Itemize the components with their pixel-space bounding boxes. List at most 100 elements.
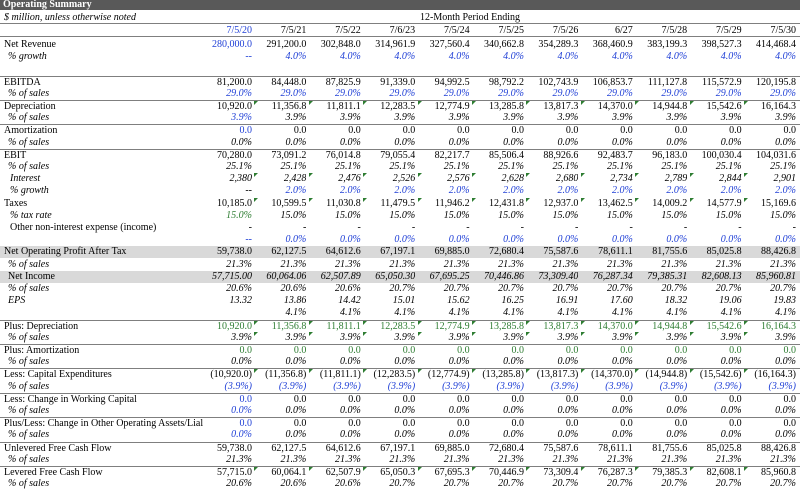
table-cell[interactable]: 0.0 [511,125,525,137]
table-cell[interactable]: 2.0% [611,185,633,197]
table-cell[interactable]: 0.0% [557,356,579,368]
table-cell[interactable]: 11,030.8 [326,197,361,209]
table-cell[interactable]: 87,825.9 [325,76,361,88]
table-cell[interactable]: 15.0% [498,209,524,221]
table-cell[interactable]: 29.0% [334,87,361,99]
table-cell[interactable]: 85,960.8 [761,467,796,478]
table-cell[interactable]: 2.0% [666,185,688,197]
table-cell[interactable]: 0.0% [394,405,416,416]
table-cell[interactable]: 78,611.1 [598,442,633,454]
table-cell[interactable]: 16,164.3 [761,101,796,112]
table-cell[interactable]: 57,715.00 [212,270,252,282]
table-cell[interactable]: 4.0% [285,51,307,63]
table-cell[interactable]: 60,064.06 [266,270,307,282]
table-cell[interactable]: 0.0% [720,429,742,441]
table-cell[interactable]: 106,853.7 [592,76,633,88]
table-cell[interactable]: 21.3% [661,453,688,465]
table-cell[interactable]: 88,426.8 [761,246,796,258]
table-cell[interactable]: 67,197.1 [380,442,416,454]
table-cell[interactable]: 10,920.0 [217,320,252,332]
table-cell[interactable]: 13.32 [229,295,253,307]
table-cell[interactable]: 0.0 [783,345,797,356]
table-cell[interactable]: (15,542.6) [699,369,742,381]
table-cell[interactable]: 0.0 [348,393,361,405]
table-cell[interactable]: 0.0 [729,418,742,430]
table-cell[interactable]: 0.0% [775,429,796,441]
table-cell[interactable]: 0.0 [457,125,470,137]
table-cell[interactable]: 64,612.6 [325,246,361,258]
table-cell[interactable]: 0.0 [620,393,633,405]
table-cell[interactable]: 20.7% [715,283,742,294]
table-cell[interactable]: 0.0% [557,405,579,416]
table-cell[interactable]: 15.01 [392,295,416,307]
table-cell[interactable]: 0.0 [565,345,579,356]
table-cell[interactable]: 3.9% [666,112,688,124]
table-cell[interactable]: 2,789 [664,173,688,185]
table-cell[interactable]: 15.0% [715,209,742,221]
table-cell[interactable]: 4.0% [775,51,796,63]
table-cell[interactable]: 21.3% [226,258,252,270]
table-cell[interactable]: 0.0 [348,125,361,137]
table-cell[interactable]: 2,380 [229,173,253,185]
table-cell[interactable]: 3.9% [720,331,742,343]
table-cell[interactable]: 20.7% [498,283,524,294]
table-cell[interactable]: 2.0% [557,185,579,197]
table-cell[interactable]: 21.3% [334,453,361,465]
table-cell[interactable]: 111,127.8 [647,76,688,88]
table-cell[interactable]: (3.9%) [714,380,742,392]
table-cell[interactable]: 21.3% [606,258,633,270]
table-cell[interactable]: 0.0% [285,405,307,416]
table-cell[interactable]: 0.0% [231,356,252,368]
table-cell[interactable]: 0.0 [457,393,470,405]
table-cell[interactable]: 60,064.1 [271,467,307,478]
table-cell[interactable]: 120,195.8 [756,76,796,88]
table-cell[interactable]: 4.1% [285,307,307,319]
table-cell[interactable]: 0.0 [293,345,307,356]
table-cell[interactable]: 21.3% [226,453,252,465]
table-cell[interactable]: (16,164.3) [754,369,796,381]
table-cell[interactable]: 0.0% [394,234,416,246]
table-cell[interactable]: 0.0% [611,429,633,441]
table-cell[interactable]: 88,926.6 [543,149,579,161]
table-cell[interactable]: 81,755.6 [652,246,688,258]
table-cell[interactable]: 414,468.4 [756,39,796,50]
table-cell[interactable]: 4.1% [557,307,579,319]
table-cell[interactable]: 2.0% [394,185,416,197]
table-cell[interactable]: 10,920.0 [217,101,252,112]
table-cell[interactable]: 21.3% [715,453,742,465]
table-cell[interactable]: 0.0% [285,136,307,148]
table-cell[interactable]: 20.6% [334,283,361,294]
table-cell[interactable]: 59,738.0 [217,246,252,258]
table-cell[interactable]: 314,961.9 [375,39,416,50]
table-cell[interactable]: 79,385.3 [652,467,688,478]
table-cell[interactable]: - [411,222,416,233]
table-cell[interactable]: 3.9% [557,112,579,124]
table-cell[interactable]: 4.1% [611,307,633,319]
table-cell[interactable]: 0.0 [783,418,797,430]
table-cell[interactable]: - [738,222,742,233]
table-cell[interactable]: 29.0% [389,87,416,99]
table-cell[interactable]: 79,385.31 [647,270,688,282]
table-cell[interactable]: 0.0% [666,356,688,368]
table-cell[interactable]: 11,356.8 [271,320,307,332]
table-cell[interactable]: 3.9% [394,331,416,343]
table-cell[interactable]: 14,944.8 [652,101,688,112]
table-cell[interactable]: 84,448.0 [271,76,307,88]
table-cell[interactable]: 0.0% [285,234,307,246]
table-cell[interactable]: 0.0 [674,125,688,137]
table-cell[interactable]: 12,431.8 [489,197,524,209]
table-cell[interactable]: 13.86 [283,295,307,307]
table-cell[interactable]: (11,811.1) [319,369,361,381]
table-cell[interactable]: -- [245,51,252,63]
table-cell[interactable]: -- [245,185,252,197]
table-cell[interactable]: 11,811.1 [326,320,361,332]
table-cell[interactable]: 0.0% [666,405,688,416]
table-cell[interactable]: 21.3% [770,453,796,465]
table-cell[interactable]: 102,743.9 [538,76,579,88]
table-cell[interactable]: 3.9% [720,112,742,124]
table-cell[interactable]: 12,774.9 [434,320,470,332]
table-cell[interactable]: (10,920.0) [210,369,252,381]
table-cell[interactable]: 25.1% [770,161,796,172]
table-cell[interactable]: 21.3% [443,258,470,270]
table-cell[interactable]: 14,577.9 [706,197,742,209]
